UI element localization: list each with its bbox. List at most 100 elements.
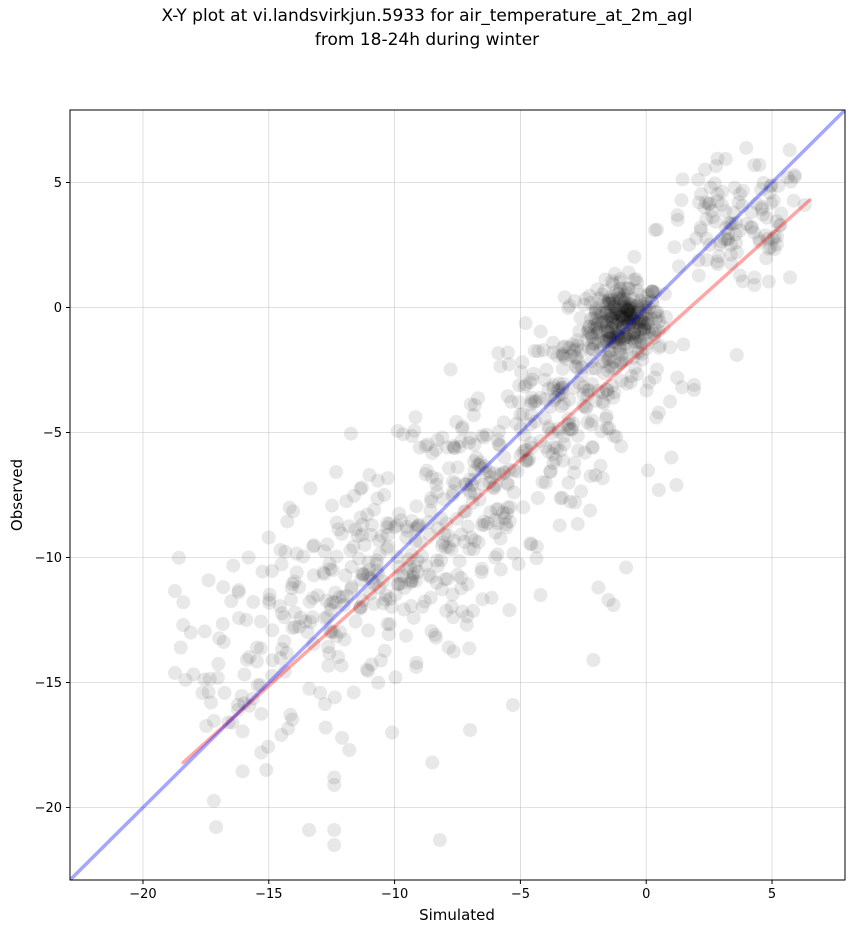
data-point [622,300,637,315]
data-point [460,577,475,592]
data-point [555,348,570,363]
data-point [567,293,582,308]
data-point [339,588,354,603]
data-point [744,219,759,234]
data-point [615,308,630,323]
data-point [642,375,657,390]
data-point [630,320,645,335]
data-point [206,793,221,808]
data-point [489,502,504,517]
data-point [231,583,246,598]
data-point [583,503,598,518]
data-point [747,270,762,285]
data-point [317,611,332,626]
data-point [638,294,653,309]
data-point [419,463,434,478]
data-point [480,515,495,530]
data-point [348,522,363,537]
data-point [621,281,636,296]
data-point [619,352,634,367]
data-point [561,301,576,316]
data-point [708,214,723,229]
data-point [556,340,571,355]
data-point [605,292,620,307]
data-point [719,221,734,236]
data-point [580,325,595,340]
data-point [562,298,577,313]
data-point [648,305,663,320]
data-point [484,470,499,485]
data-point [596,365,611,380]
data-point [633,333,648,348]
data-point [615,312,630,327]
data-point [602,421,617,436]
data-point [408,559,423,574]
data-point [546,335,561,350]
data-point [618,307,633,322]
data-point [760,231,775,246]
data-point [546,345,561,360]
data-point [552,382,567,397]
data-point [475,428,490,443]
data-point [612,341,627,356]
data-point [352,601,367,616]
data-point [457,504,472,519]
data-point [378,592,393,607]
data-point [439,603,454,618]
data-point [274,606,289,621]
data-point [397,580,412,595]
data-point [593,342,608,357]
data-point [573,311,588,326]
data-point [186,667,201,682]
data-point [582,319,597,334]
data-point [620,303,635,318]
data-point [394,576,409,591]
data-point [612,309,627,324]
data-point [526,366,541,381]
data-point [421,515,436,530]
data-point [287,574,302,589]
data-point [408,534,423,549]
data-point [664,450,679,465]
data-point [628,315,643,330]
data-point [372,547,387,562]
data-point [600,296,615,311]
y-tick-label: −5 [43,426,62,441]
data-point [612,307,627,322]
data-point [323,597,338,612]
data-point [732,187,747,202]
data-point [555,380,570,395]
data-point [254,745,269,760]
data-point [500,345,515,360]
data-point [614,373,629,388]
data-point [590,282,605,297]
data-point [506,463,521,478]
data-point [756,175,771,190]
data-point [595,385,610,400]
data-point [343,543,358,558]
data-point [783,174,798,189]
data-point [322,556,337,571]
data-point [528,414,543,429]
data-point [535,474,550,489]
data-point [765,231,780,246]
data-point [763,240,778,255]
data-point [620,314,635,329]
data-point [178,672,193,687]
grid [70,110,845,880]
data-point [425,755,440,770]
data-point [546,378,561,393]
data-point [517,379,532,394]
data-point [555,346,570,361]
data-point [754,200,769,215]
data-point [515,355,530,370]
data-point [468,486,483,501]
data-point [302,594,317,609]
data-point [602,359,617,374]
data-point [733,268,748,283]
data-point [551,424,566,439]
data-point [769,237,784,252]
data-point [675,380,690,395]
data-point [599,332,614,347]
data-point [723,247,738,262]
